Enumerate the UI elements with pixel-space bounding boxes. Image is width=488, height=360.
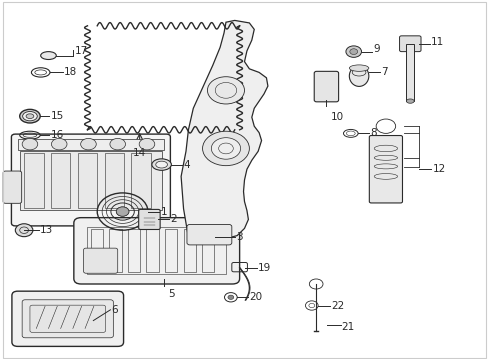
Text: 14: 14 xyxy=(133,148,146,158)
FancyBboxPatch shape xyxy=(314,71,338,102)
Text: 10: 10 xyxy=(330,112,343,122)
Text: 15: 15 xyxy=(51,111,64,121)
Ellipse shape xyxy=(20,109,40,123)
Text: 3: 3 xyxy=(235,232,242,242)
Bar xyxy=(78,153,97,208)
Text: 13: 13 xyxy=(40,225,53,235)
Bar xyxy=(24,153,43,208)
Circle shape xyxy=(211,138,240,159)
Text: 7: 7 xyxy=(380,67,387,77)
Bar xyxy=(87,227,226,274)
Bar xyxy=(164,229,177,272)
Polygon shape xyxy=(181,21,267,239)
Circle shape xyxy=(110,138,125,150)
Ellipse shape xyxy=(348,65,368,71)
Text: 18: 18 xyxy=(64,67,77,77)
Text: 6: 6 xyxy=(111,305,118,315)
Bar xyxy=(109,229,122,272)
Circle shape xyxy=(227,295,233,300)
Circle shape xyxy=(139,138,155,150)
Circle shape xyxy=(202,131,249,166)
Bar xyxy=(131,153,151,208)
Bar xyxy=(20,151,161,211)
Ellipse shape xyxy=(156,161,167,168)
Ellipse shape xyxy=(348,66,368,86)
Circle shape xyxy=(345,46,361,57)
Text: 11: 11 xyxy=(430,37,444,47)
FancyBboxPatch shape xyxy=(368,135,402,203)
FancyBboxPatch shape xyxy=(83,248,118,273)
Text: 9: 9 xyxy=(372,44,379,54)
Circle shape xyxy=(81,138,96,150)
FancyBboxPatch shape xyxy=(399,36,420,51)
Ellipse shape xyxy=(406,99,413,103)
FancyBboxPatch shape xyxy=(30,305,105,332)
Text: 4: 4 xyxy=(183,159,190,170)
FancyBboxPatch shape xyxy=(12,291,123,346)
Text: 2: 2 xyxy=(170,214,177,224)
Circle shape xyxy=(22,138,38,150)
Circle shape xyxy=(51,138,67,150)
Ellipse shape xyxy=(41,51,56,59)
Ellipse shape xyxy=(22,112,37,121)
Circle shape xyxy=(15,224,33,237)
FancyBboxPatch shape xyxy=(186,225,231,245)
Bar xyxy=(128,229,140,272)
Text: 19: 19 xyxy=(257,263,270,273)
FancyBboxPatch shape xyxy=(74,218,239,284)
Text: 20: 20 xyxy=(249,292,262,302)
FancyBboxPatch shape xyxy=(11,134,170,226)
Ellipse shape xyxy=(152,159,171,170)
Text: 21: 21 xyxy=(341,322,354,332)
Bar xyxy=(104,153,124,208)
Text: 12: 12 xyxy=(432,164,445,174)
FancyBboxPatch shape xyxy=(22,300,113,338)
Bar xyxy=(91,229,103,272)
Text: 22: 22 xyxy=(330,301,344,311)
Text: 1: 1 xyxy=(160,207,167,217)
Bar xyxy=(406,44,413,101)
Text: 5: 5 xyxy=(168,289,174,299)
Ellipse shape xyxy=(26,114,34,118)
Text: 16: 16 xyxy=(51,130,64,140)
Bar xyxy=(183,229,195,272)
FancyBboxPatch shape xyxy=(3,171,21,203)
Bar xyxy=(18,139,163,149)
Bar xyxy=(146,229,158,272)
Text: 8: 8 xyxy=(369,129,376,138)
Text: 17: 17 xyxy=(75,46,88,56)
Circle shape xyxy=(207,77,244,104)
Bar xyxy=(51,153,70,208)
Bar xyxy=(202,229,214,272)
Circle shape xyxy=(349,49,357,54)
FancyBboxPatch shape xyxy=(139,210,160,229)
Circle shape xyxy=(116,207,129,216)
